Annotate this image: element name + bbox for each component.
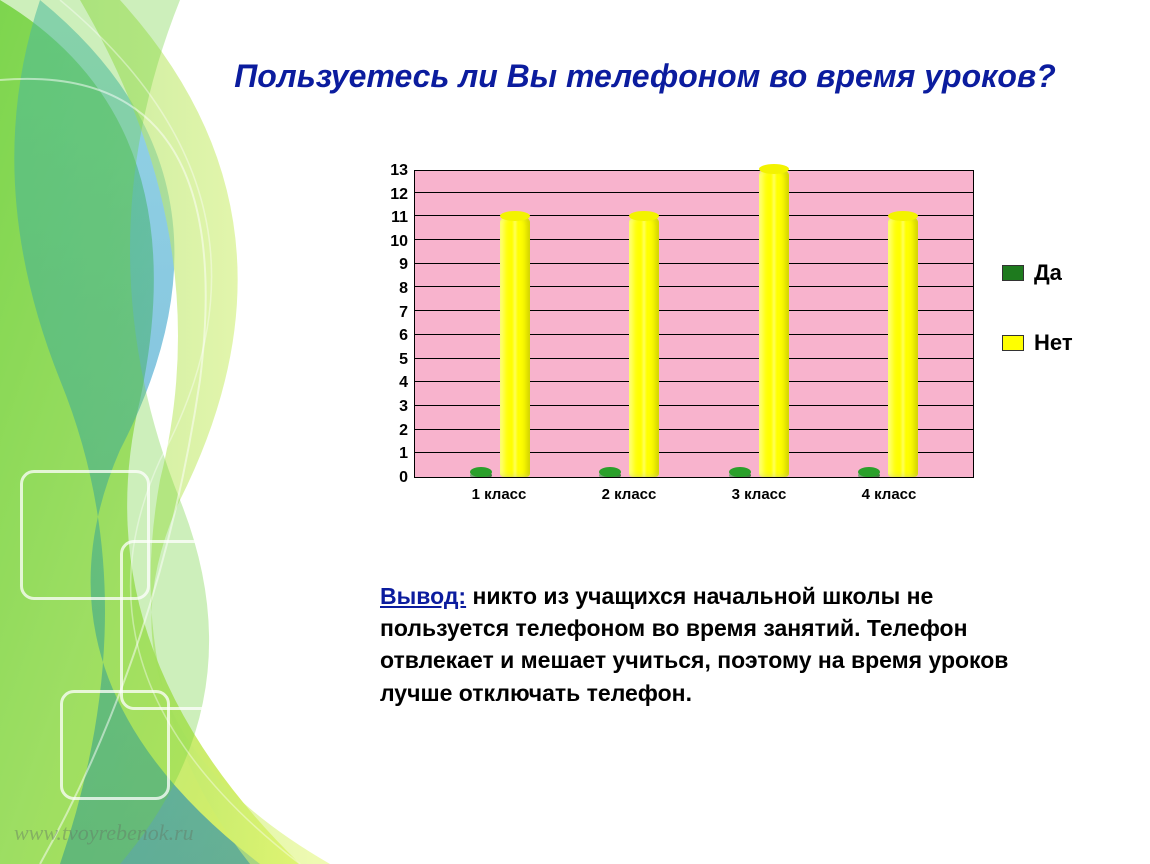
bar-Нет	[888, 216, 918, 477]
chart-plot	[414, 170, 974, 478]
legend-item: Да	[1002, 260, 1073, 286]
slide-title: Пользуетесь ли Вы телефоном во время уро…	[200, 55, 1090, 98]
watermark: www.tvoyrebenok.ru	[14, 820, 194, 846]
bar-Нет	[500, 216, 530, 477]
legend: Да Нет	[1002, 260, 1073, 356]
conclusion-label: Вывод:	[380, 583, 466, 609]
chart-container: 131211109876543210 1 класс2 класс3 класс…	[380, 170, 1100, 540]
bar-Нет	[629, 216, 659, 477]
y-axis: 131211109876543210	[380, 170, 414, 478]
bar-Нет	[759, 169, 789, 477]
conclusion-text: Вывод: никто из учащихся начальной школы…	[380, 580, 1040, 709]
conclusion-body: никто из учащихся начальной школы не пол…	[380, 583, 1008, 706]
bar-Да	[729, 472, 751, 477]
x-axis: 1 класс2 класс3 класс4 класс	[414, 478, 974, 503]
bar-area	[415, 171, 973, 477]
bar-Да	[858, 472, 880, 477]
bar-Да	[470, 472, 492, 477]
legend-item: Нет	[1002, 330, 1073, 356]
bar-Да	[599, 472, 621, 477]
